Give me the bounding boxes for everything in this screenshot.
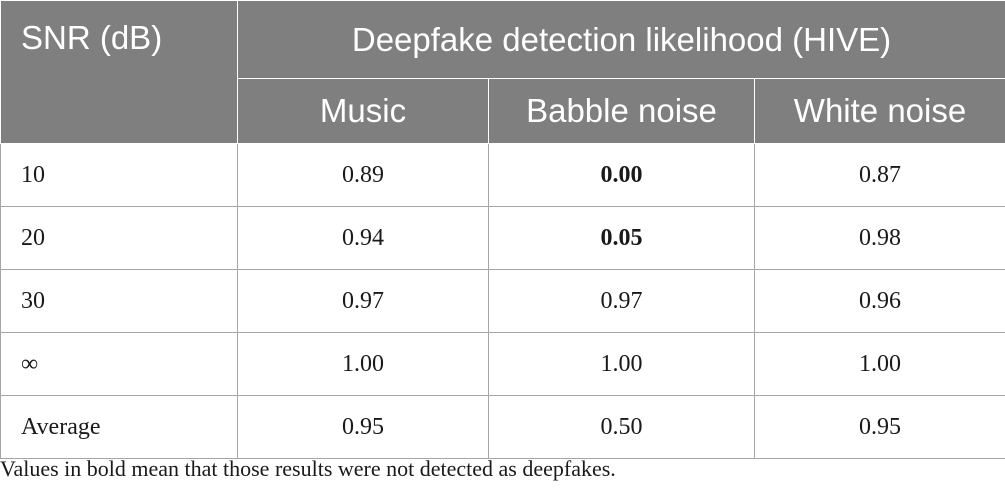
- table-header: SNR (dB) Deepfake detection likelihood (…: [0, 0, 1005, 144]
- cell-babble-noise: 1.00: [488, 332, 755, 396]
- table-row: Average 0.95 0.50 0.95: [0, 395, 1005, 459]
- row-label: Average: [0, 395, 238, 459]
- column-header-music: Music: [237, 78, 489, 144]
- row-label: ∞: [0, 332, 238, 396]
- column-header-babble-noise: Babble noise: [488, 78, 755, 144]
- table-row: ∞ 1.00 1.00 1.00: [0, 332, 1005, 396]
- cell-white-noise: 0.98: [753, 206, 1005, 270]
- cell-babble-noise: 0.00: [488, 143, 755, 207]
- table-footnote: Values in bold mean that those results w…: [0, 456, 616, 481]
- cell-babble-noise: 0.05: [488, 206, 755, 270]
- cell-babble-noise: 0.97: [488, 269, 755, 333]
- column-header-white-noise: White noise: [753, 78, 1005, 144]
- detection-likelihood-group-header: Deepfake detection likelihood (HIVE): [236, 0, 1005, 79]
- header-row-columns: Music Babble noise White noise: [1, 78, 1005, 144]
- cell-music: 0.94: [237, 206, 489, 270]
- row-label: 20: [0, 206, 238, 270]
- cell-white-noise: 1.00: [753, 332, 1005, 396]
- cell-music: 0.95: [237, 395, 489, 459]
- header-row-group: SNR (dB) Deepfake detection likelihood (…: [0, 0, 1005, 144]
- table-row: 30 0.97 0.97 0.96: [0, 269, 1005, 333]
- table-body: 10 0.89 0.00 0.87 20 0.94 0.05 0.98 30 0…: [0, 143, 1005, 459]
- row-label: 10: [0, 143, 238, 207]
- cell-white-noise: 0.87: [753, 143, 1005, 207]
- table-row: 10 0.89 0.00 0.87: [0, 143, 1005, 207]
- cell-music: 0.97: [237, 269, 489, 333]
- cell-babble-noise: 0.50: [488, 395, 755, 459]
- snr-column-header: SNR (dB): [0, 0, 238, 144]
- row-label: 30: [0, 269, 238, 333]
- detection-results-table: SNR (dB) Deepfake detection likelihood (…: [0, 0, 1005, 459]
- cell-white-noise: 0.96: [753, 269, 1005, 333]
- cell-music: 0.89: [237, 143, 489, 207]
- cell-music: 1.00: [237, 332, 489, 396]
- table-row: 20 0.94 0.05 0.98: [0, 206, 1005, 270]
- cell-white-noise: 0.95: [753, 395, 1005, 459]
